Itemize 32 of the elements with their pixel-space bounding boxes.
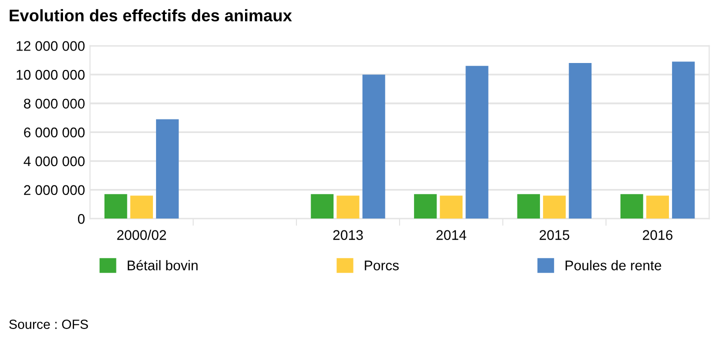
y-tick-label: 2 000 000	[24, 185, 85, 196]
bar	[466, 66, 488, 219]
bar	[156, 119, 179, 219]
bar	[104, 194, 128, 219]
legend-label: Porcs	[364, 260, 399, 270]
bar	[543, 196, 566, 219]
chart-title: Evolution des effectifs des animaux	[10, 9, 292, 22]
bar	[646, 196, 669, 219]
x-tick-label: 2015	[540, 230, 570, 240]
bar	[362, 74, 386, 219]
bar	[336, 196, 360, 219]
x-tick-label: 2014	[436, 230, 466, 240]
source-note: Source : OFS	[9, 320, 88, 329]
bar	[620, 194, 644, 219]
bar	[568, 63, 592, 219]
y-tick-label: 10 000 000	[16, 70, 85, 80]
bar	[310, 194, 334, 219]
y-tick-label: 12 000 000	[16, 41, 85, 51]
bar	[517, 194, 540, 219]
legend-label: Poules de rente	[566, 260, 662, 270]
legend-label: Bétail bovin	[128, 260, 198, 270]
x-tick-label: 2000/02	[117, 230, 166, 240]
bar	[440, 196, 463, 219]
bar	[130, 196, 153, 219]
x-tick-label: 2013	[333, 230, 363, 240]
bar	[414, 194, 437, 219]
y-tick-label: 6 000 000	[24, 128, 85, 138]
y-tick-label: 0	[78, 214, 85, 224]
bar	[672, 62, 695, 219]
x-tick-label: 2016	[642, 230, 672, 240]
y-tick-label: 8 000 000	[24, 98, 85, 109]
y-tick-label: 4 000 000	[24, 156, 85, 166]
